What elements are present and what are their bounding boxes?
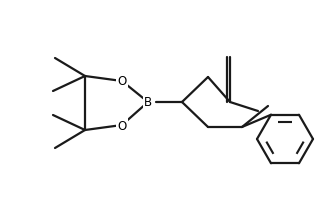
- Text: B: B: [144, 96, 152, 109]
- Text: O: O: [117, 119, 126, 132]
- Text: O: O: [117, 75, 126, 88]
